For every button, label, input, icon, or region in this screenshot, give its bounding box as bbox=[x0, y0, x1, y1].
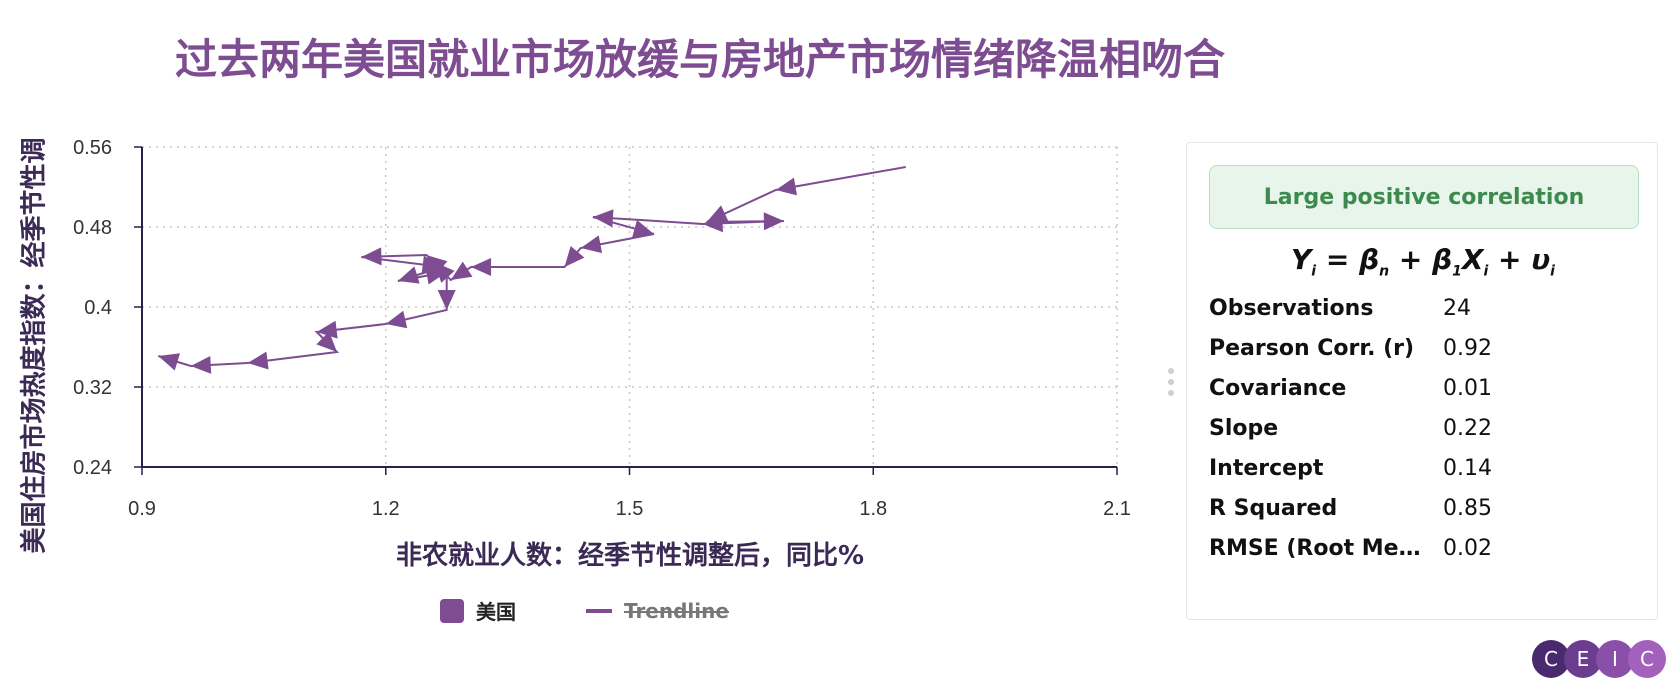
data-point-arrow bbox=[158, 353, 181, 371]
series-path bbox=[157, 166, 906, 374]
logo-letter: C bbox=[1628, 640, 1666, 678]
stat-value: 0.92 bbox=[1443, 335, 1492, 361]
stat-value: 0.02 bbox=[1443, 535, 1492, 561]
x-tick-label: 2.1 bbox=[1103, 498, 1131, 520]
stat-row: Slope 0.22 bbox=[1209, 408, 1492, 448]
handle-dot bbox=[1168, 379, 1174, 385]
data-point-arrow bbox=[425, 266, 447, 285]
legend: 美国 Trendline bbox=[440, 596, 799, 625]
stat-name: Intercept bbox=[1209, 455, 1324, 481]
data-point-arrow bbox=[632, 219, 654, 238]
legend-item-trendline[interactable]: Trendline bbox=[586, 599, 729, 623]
stat-row: Pearson Corr. (r) 0.92 bbox=[1209, 328, 1492, 368]
legend-item-us[interactable]: 美国 bbox=[440, 596, 516, 625]
stat-name: R Squared bbox=[1209, 495, 1338, 521]
legend-label-trendline: Trendline bbox=[624, 598, 729, 623]
data-point-arrow bbox=[397, 266, 420, 284]
stat-row: Observations 24 bbox=[1209, 288, 1492, 328]
logo-letter: C bbox=[1532, 640, 1570, 678]
axes bbox=[134, 146, 1118, 475]
chart-title: 过去两年美国就业市场放缓与房地产市场情绪降温相吻合 bbox=[174, 35, 1225, 84]
data-point-arrow bbox=[450, 261, 473, 280]
stat-name: Slope bbox=[1209, 415, 1279, 441]
stat-row: R Squared 0.85 bbox=[1209, 488, 1492, 528]
stat-name: Covariance bbox=[1209, 375, 1347, 401]
data-point-arrow bbox=[361, 247, 382, 266]
correlation-badge: Large positive correlation bbox=[1209, 165, 1639, 229]
x-tick-label: 1.2 bbox=[372, 498, 400, 520]
x-tick-label: 1.5 bbox=[616, 498, 644, 520]
data-point-arrow bbox=[247, 351, 269, 370]
stat-value: 0.14 bbox=[1443, 455, 1492, 481]
data-point-arrow bbox=[316, 320, 338, 339]
series-line bbox=[157, 166, 906, 368]
scatter-chart: 0.9 1.2 1.5 1.8 2.1 0.56 0.48 0.4 0.32 0.24 bbox=[73, 137, 1131, 520]
stat-value: 0.85 bbox=[1443, 495, 1492, 521]
logo-letter: I bbox=[1596, 640, 1634, 678]
handle-dot bbox=[1168, 390, 1174, 396]
tick-labels: 0.9 1.2 1.5 1.8 2.1 0.56 0.48 0.4 0.32 0.24 bbox=[73, 137, 1131, 520]
x-axis-label: 非农就业人数：经季节性调整后，同比% bbox=[395, 541, 865, 571]
stat-name: Observations bbox=[1209, 295, 1374, 321]
data-point-arrow bbox=[437, 290, 456, 310]
grid-lines bbox=[142, 146, 1118, 467]
data-point-arrow bbox=[706, 205, 729, 222]
stat-name: Pearson Corr. (r) bbox=[1209, 335, 1415, 361]
data-point-arrow bbox=[316, 331, 337, 352]
x-tick-label: 1.8 bbox=[859, 498, 887, 520]
trendline-swatch bbox=[586, 608, 612, 613]
data-point-arrow bbox=[564, 245, 585, 267]
y-tick-label: 0.56 bbox=[73, 137, 112, 159]
stats-table: Observations 24 Pearson Corr. (r) 0.92 Cov… bbox=[1209, 288, 1492, 568]
stat-row: Intercept 0.14 bbox=[1209, 448, 1492, 488]
handle-dot bbox=[1168, 368, 1174, 374]
y-tick-label: 0.24 bbox=[73, 457, 112, 479]
logo-letter: E bbox=[1564, 640, 1602, 678]
panel-resize-handle[interactable] bbox=[1168, 368, 1176, 401]
regression-formula: Yi = βn + β1Xi + υi bbox=[1291, 243, 1555, 280]
ceic-logo: C E I C bbox=[1532, 640, 1666, 678]
data-point-arrow bbox=[471, 258, 492, 276]
y-axis-label: 美国住房市场热度指数：经季节性调 bbox=[19, 136, 50, 554]
data-point-arrow bbox=[385, 310, 408, 329]
y-tick-label: 0.4 bbox=[84, 297, 112, 319]
data-point-arrow bbox=[702, 214, 723, 233]
data-point-arrow bbox=[592, 209, 614, 228]
stat-row: RMSE (Root Me… 0.02 bbox=[1209, 528, 1492, 568]
x-tick-label: 0.9 bbox=[128, 498, 156, 520]
y-axis-label-wrap: 美国住房市场热度指数：经季节性调 bbox=[14, 125, 50, 565]
stat-name: RMSE (Root Me… bbox=[1209, 535, 1421, 561]
stat-value: 24 bbox=[1443, 295, 1471, 321]
regression-stats-panel: Large positive correlation Yi = βn + β1X… bbox=[1186, 142, 1658, 620]
data-point-arrow bbox=[580, 235, 603, 254]
data-point-arrow bbox=[775, 177, 798, 196]
legend-label-us: 美国 bbox=[476, 600, 516, 624]
stat-value: 0.01 bbox=[1443, 375, 1492, 401]
y-tick-label: 0.48 bbox=[73, 217, 112, 239]
stat-value: 0.22 bbox=[1443, 415, 1492, 441]
y-tick-label: 0.32 bbox=[73, 377, 112, 399]
data-point-arrow bbox=[763, 212, 784, 231]
legend-swatch bbox=[440, 598, 464, 623]
stat-row: Covariance 0.01 bbox=[1209, 368, 1492, 408]
data-point-arrow bbox=[190, 355, 212, 374]
